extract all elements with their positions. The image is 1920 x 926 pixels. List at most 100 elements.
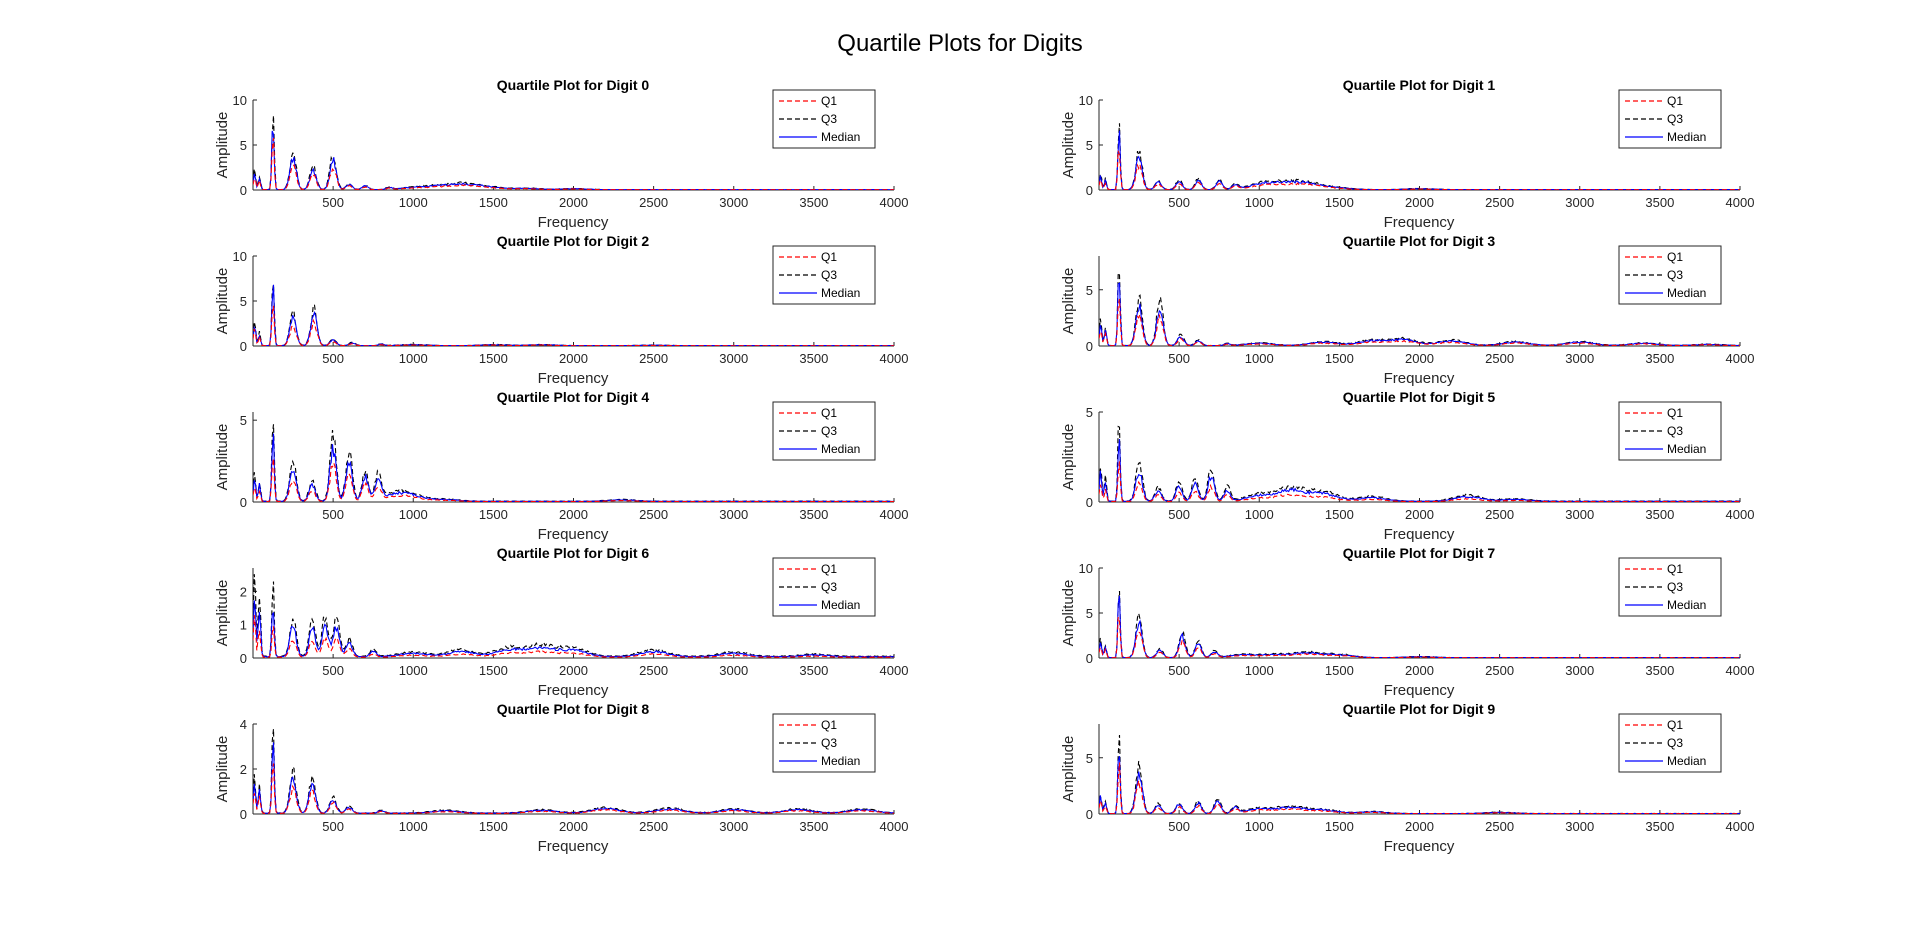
x-tick-label: 1000: [399, 195, 428, 210]
legend: Q1 Q3 Median: [1618, 245, 1722, 305]
legend: Q1 Q3 Median: [772, 713, 876, 773]
x-tick-label: 3000: [1565, 351, 1594, 366]
x-tick-label: 1000: [399, 507, 428, 522]
y-tick-label: 0: [1086, 495, 1093, 510]
legend-label-q1: Q1: [1667, 94, 1683, 108]
x-tick-label: 500: [1168, 507, 1190, 522]
x-tick-label: 1000: [1245, 819, 1274, 834]
y-tick-label: 4: [240, 717, 247, 732]
x-tick-label: 1000: [399, 351, 428, 366]
legend: Q1 Q3 Median: [772, 557, 876, 617]
y-tick-label: 0: [1086, 807, 1093, 822]
subplot-title: Quartile Plot for Digit 9: [1343, 701, 1496, 717]
y-tick-label: 10: [233, 249, 247, 264]
subplot-title: Quartile Plot for Digit 8: [497, 701, 650, 717]
series-line-q1: [1099, 299, 1740, 346]
y-axis-label: Amplitude: [214, 112, 231, 179]
x-tick-label: 4000: [880, 663, 909, 678]
y-tick-label: 0: [240, 495, 247, 510]
legend-label-median: Median: [1667, 286, 1706, 300]
x-tick-label: 1500: [479, 351, 508, 366]
x-tick-label: 500: [322, 663, 344, 678]
y-tick-label: 0: [1086, 183, 1093, 198]
series-line-q1: [253, 137, 894, 190]
x-axis-label: Frequency: [1384, 526, 1455, 543]
subplot-digit-3: Quartile Plot for Digit 3 500 1000 1500 2000…: [1060, 233, 1754, 387]
x-tick-label: 3500: [1645, 663, 1674, 678]
y-tick-label: 5: [1086, 606, 1093, 621]
x-axis-label: Frequency: [1384, 682, 1455, 699]
legend-label-q1: Q1: [821, 250, 837, 264]
series-line-q1: [1099, 762, 1740, 814]
subplot-digit-1: Quartile Plot for Digit 1 500 1000 1500 2000…: [1060, 77, 1754, 231]
legend: Q1 Q3 Median: [1618, 401, 1722, 461]
subplot-digit-8: Quartile Plot for Digit 8 500 1000 1500 2000…: [214, 701, 908, 855]
subplot-title: Quartile Plot for Digit 2: [497, 233, 650, 249]
x-tick-label: 2000: [559, 663, 588, 678]
x-tick-label: 4000: [1726, 195, 1755, 210]
x-axis-label: Frequency: [538, 526, 609, 543]
y-tick-label: 2: [240, 584, 247, 599]
x-tick-label: 500: [1168, 663, 1190, 678]
x-axis-label: Frequency: [1384, 214, 1455, 231]
x-tick-label: 500: [322, 819, 344, 834]
x-tick-label: 3000: [1565, 507, 1594, 522]
x-tick-label: 4000: [1726, 819, 1755, 834]
x-tick-label: 3000: [1565, 663, 1594, 678]
subplot-title: Quartile Plot for Digit 0: [497, 77, 650, 93]
x-tick-label: 500: [322, 507, 344, 522]
y-axis-label: Amplitude: [1060, 736, 1077, 803]
x-axis-label: Frequency: [538, 682, 609, 699]
series-line-median: [253, 600, 894, 658]
legend-box: [1618, 713, 1722, 773]
x-tick-label: 3500: [1645, 351, 1674, 366]
x-tick-label: 2000: [559, 195, 588, 210]
x-tick-label: 2500: [1485, 195, 1514, 210]
y-tick-label: 2: [240, 762, 247, 777]
x-tick-label: 1500: [1325, 663, 1354, 678]
series-line-q1: [253, 763, 894, 814]
subplot-title: Quartile Plot for Digit 6: [497, 545, 650, 561]
x-tick-label: 2000: [559, 819, 588, 834]
x-tick-label: 500: [322, 351, 344, 366]
y-tick-label: 0: [240, 339, 247, 354]
y-axis-label: Amplitude: [214, 424, 231, 491]
x-tick-label: 3500: [1645, 819, 1674, 834]
x-tick-label: 1500: [479, 507, 508, 522]
x-tick-label: 500: [1168, 195, 1190, 210]
subplot-digit-6: Quartile Plot for Digit 6 500 1000 1500 2000…: [214, 545, 908, 699]
x-tick-label: 1500: [1325, 351, 1354, 366]
x-tick-label: 1000: [1245, 351, 1274, 366]
x-tick-label: 4000: [880, 507, 909, 522]
legend-label-q1: Q1: [821, 562, 837, 576]
x-tick-label: 3000: [1565, 819, 1594, 834]
y-tick-label: 0: [1086, 339, 1093, 354]
x-tick-label: 1500: [1325, 819, 1354, 834]
y-tick-label: 5: [240, 413, 247, 428]
legend-label-q3: Q3: [1667, 736, 1683, 750]
x-tick-label: 3500: [1645, 507, 1674, 522]
x-tick-label: 1000: [399, 819, 428, 834]
x-tick-label: 2500: [1485, 507, 1514, 522]
x-tick-label: 4000: [1726, 663, 1755, 678]
subplot-title: Quartile Plot for Digit 7: [1343, 545, 1496, 561]
legend-label-q1: Q1: [1667, 562, 1683, 576]
x-tick-label: 500: [322, 195, 344, 210]
legend: Q1 Q3 Median: [772, 401, 876, 461]
legend-label-q3: Q3: [1667, 268, 1683, 282]
x-tick-label: 3000: [719, 663, 748, 678]
legend: Q1 Q3 Median: [1618, 713, 1722, 773]
x-tick-label: 2000: [559, 351, 588, 366]
legend-box: [772, 89, 876, 149]
legend: Q1 Q3 Median: [1618, 89, 1722, 149]
x-tick-label: 4000: [880, 195, 909, 210]
x-tick-label: 3500: [799, 819, 828, 834]
x-axis-label: Frequency: [1384, 370, 1455, 387]
y-tick-label: 5: [240, 138, 247, 153]
legend-label-q1: Q1: [821, 718, 837, 732]
legend-label-q3: Q3: [821, 424, 837, 438]
x-axis-label: Frequency: [538, 214, 609, 231]
series-line-q1: [253, 615, 894, 658]
y-tick-label: 10: [1079, 561, 1093, 576]
y-tick-label: 0: [240, 651, 247, 666]
